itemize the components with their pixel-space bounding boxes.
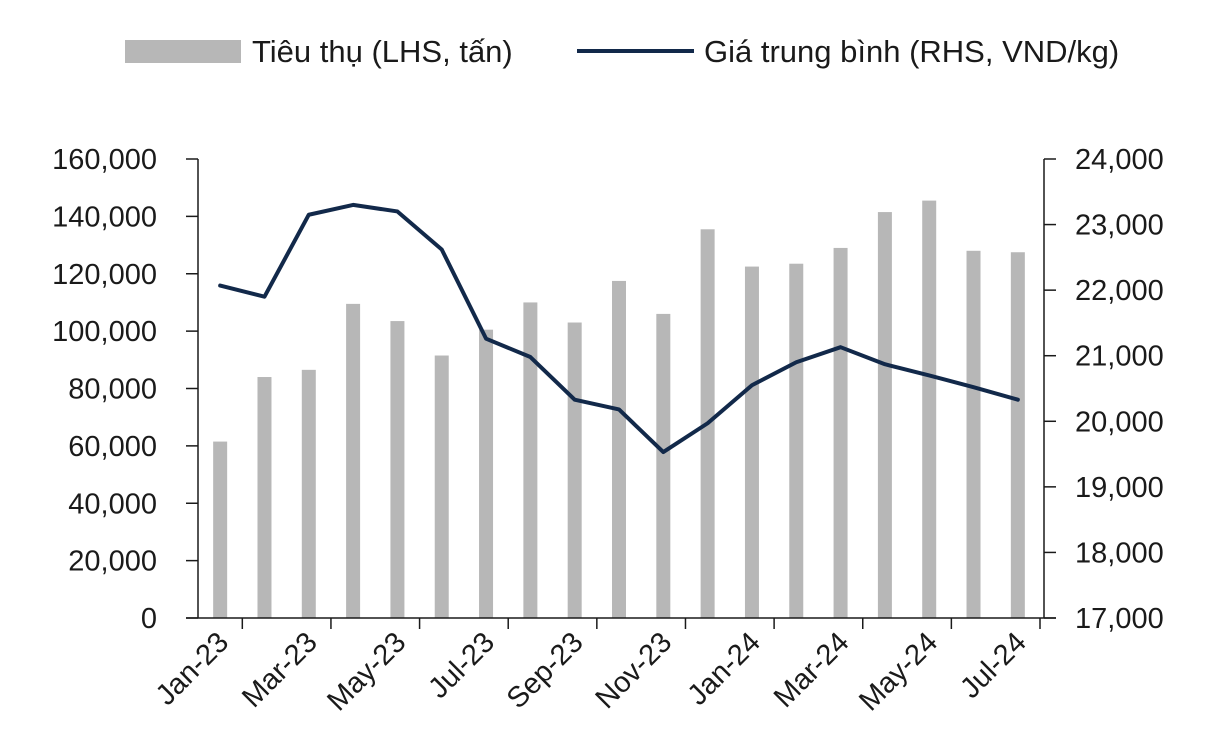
bar xyxy=(922,200,937,619)
bar xyxy=(523,302,538,618)
y-right-tick-label: 21,000 xyxy=(1075,341,1164,373)
bar-series xyxy=(213,200,1025,619)
legend-label-bar: Tiêu thụ (LHS, tấn) xyxy=(252,34,513,69)
y-left-tick-label: 60,000 xyxy=(68,431,157,463)
bar xyxy=(966,250,981,619)
bar xyxy=(789,263,804,618)
bar xyxy=(257,377,272,618)
price-line xyxy=(218,202,1020,455)
x-tick-label: May-23 xyxy=(321,626,412,717)
y-right-tick-label: 23,000 xyxy=(1075,210,1164,242)
bar xyxy=(301,369,316,618)
legend: Tiêu thụ (LHS, tấn) Giá trung bình (RHS,… xyxy=(125,34,1119,69)
y-left-tick-label: 20,000 xyxy=(68,546,157,578)
y-left-tick-label: 100,000 xyxy=(52,316,157,348)
y-right-tick-label: 17,000 xyxy=(1075,603,1164,635)
bar xyxy=(744,266,759,618)
x-tick-label: Sep-23 xyxy=(501,626,590,715)
legend-label-line: Giá trung bình (RHS, VND/kg) xyxy=(704,34,1119,69)
x-tick-label: Nov-23 xyxy=(590,626,679,715)
y-left-tick-label: 120,000 xyxy=(52,259,157,291)
y-right-tick-label: 22,000 xyxy=(1075,275,1164,307)
y-right-tick-label: 24,000 xyxy=(1075,144,1164,176)
bar xyxy=(1010,252,1025,618)
x-tick-label: May-24 xyxy=(853,626,944,717)
y-left-tick-label: 140,000 xyxy=(52,201,157,233)
bar xyxy=(612,280,626,618)
x-tick-label: Jan-23 xyxy=(150,626,235,711)
x-tick-label: Mar-23 xyxy=(236,626,324,714)
axes: 0 20,000 40,000 60,000 80,000 100,000 120,000 1… xyxy=(52,144,1164,717)
x-tick-label: Jul-24 xyxy=(954,626,1032,704)
y-left-tick-label: 160,000 xyxy=(52,144,157,176)
y-left-tick-label: 80,000 xyxy=(68,374,157,406)
line-series xyxy=(218,202,1020,455)
bar xyxy=(346,303,361,618)
bar xyxy=(479,329,494,618)
bar xyxy=(877,212,892,618)
x-tick-label: Jan-24 xyxy=(682,626,767,711)
y-right-tick-label: 18,000 xyxy=(1075,537,1164,569)
y-right-tick-label: 19,000 xyxy=(1075,472,1164,504)
bar xyxy=(390,321,405,618)
y-left-tick-label: 0 xyxy=(141,603,157,635)
y-right-tick-label: 20,000 xyxy=(1075,406,1164,438)
x-tick-label: Jul-23 xyxy=(423,626,501,704)
legend-swatch-bar xyxy=(125,40,241,63)
bar xyxy=(567,322,582,618)
y-left-tick-label: 40,000 xyxy=(68,488,157,520)
bar xyxy=(656,313,671,618)
bar xyxy=(434,355,449,618)
x-tick-label: Mar-24 xyxy=(768,626,856,714)
bar xyxy=(833,247,848,618)
bar xyxy=(213,441,228,618)
